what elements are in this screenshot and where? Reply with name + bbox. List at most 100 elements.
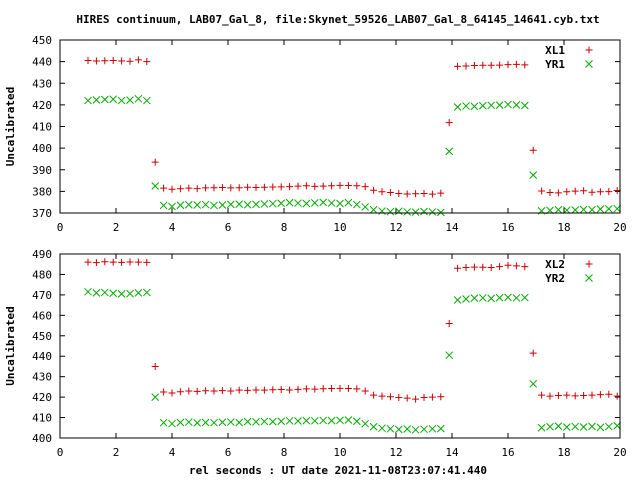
data-point xyxy=(487,263,495,271)
data-point xyxy=(512,101,521,109)
data-point xyxy=(227,184,235,192)
data-point xyxy=(218,183,226,191)
data-point xyxy=(285,198,294,207)
y-tick-label: 450 xyxy=(32,34,52,47)
data-point xyxy=(218,418,227,427)
y-axis-label: Uncalibrated xyxy=(4,306,17,385)
data-point xyxy=(588,422,596,431)
data-point xyxy=(336,199,344,208)
data-point xyxy=(563,188,571,196)
data-point xyxy=(210,184,218,192)
data-point xyxy=(395,190,403,198)
data-point xyxy=(142,96,151,105)
data-point xyxy=(193,201,202,209)
data-point xyxy=(218,387,226,395)
data-point xyxy=(184,418,193,426)
data-point xyxy=(554,391,562,399)
legend-label: YR1 xyxy=(545,58,565,71)
data-point xyxy=(580,391,588,399)
data-point xyxy=(260,386,268,394)
x-tick-label: 2 xyxy=(113,446,120,459)
x-tick-label: 0 xyxy=(57,446,64,459)
data-point xyxy=(100,288,109,297)
data-point xyxy=(571,206,580,214)
data-point xyxy=(134,94,143,103)
data-point xyxy=(487,61,495,69)
data-point xyxy=(336,416,344,425)
data-point xyxy=(437,393,445,401)
data-point xyxy=(92,259,100,267)
legend-marker xyxy=(585,46,593,54)
data-point xyxy=(605,188,613,196)
data-point xyxy=(470,62,478,70)
data-point xyxy=(235,386,243,394)
data-point xyxy=(537,423,546,432)
data-point xyxy=(151,158,159,166)
legend-label: YR2 xyxy=(545,272,565,285)
data-point xyxy=(353,182,361,190)
data-point xyxy=(361,387,369,395)
y-tick-label: 370 xyxy=(32,207,52,220)
x-tick-label: 16 xyxy=(501,221,514,234)
y-tick-label: 410 xyxy=(32,121,52,134)
x-tick-label: 18 xyxy=(557,446,570,459)
data-point xyxy=(580,187,588,195)
data-point xyxy=(336,384,344,392)
x-tick-label: 12 xyxy=(389,221,402,234)
x-tick-label: 12 xyxy=(389,446,402,459)
data-point xyxy=(596,391,604,399)
data-point xyxy=(403,208,412,216)
data-point xyxy=(201,418,210,427)
data-point xyxy=(118,57,126,65)
data-point xyxy=(226,418,235,426)
data-point xyxy=(252,183,260,191)
data-point xyxy=(277,386,285,394)
data-point xyxy=(470,263,478,271)
data-point xyxy=(319,385,327,393)
x-tick-label: 20 xyxy=(613,446,626,459)
data-point xyxy=(403,190,411,198)
data-point xyxy=(268,417,277,426)
legend-label: XL1 xyxy=(545,44,565,57)
data-point xyxy=(562,423,571,432)
y-tick-label: 490 xyxy=(32,248,52,261)
data-point xyxy=(210,201,218,210)
data-point xyxy=(412,395,420,403)
data-point xyxy=(579,423,588,431)
data-point xyxy=(411,425,420,434)
data-point xyxy=(445,147,454,156)
top-panel: Uncalibrated 0 2 4 6 8 10 12 14 16 18 20 370 380 390 40… xyxy=(4,34,627,234)
data-point xyxy=(378,424,386,433)
data-point xyxy=(109,258,117,266)
data-point xyxy=(369,422,378,431)
data-point xyxy=(420,207,428,216)
data-point xyxy=(462,102,470,110)
data-point xyxy=(252,417,260,426)
data-point xyxy=(244,386,252,394)
data-point xyxy=(604,422,613,431)
data-point xyxy=(126,57,134,65)
data-point xyxy=(176,388,184,396)
data-point xyxy=(184,200,193,209)
data-point xyxy=(109,95,118,104)
data-point xyxy=(554,205,563,214)
data-point xyxy=(319,198,328,207)
data-point xyxy=(361,203,370,211)
data-point xyxy=(428,424,437,433)
data-point xyxy=(319,416,328,425)
y-tick-label: 440 xyxy=(32,350,52,363)
data-point xyxy=(512,262,520,270)
data-point xyxy=(445,119,453,127)
data-point xyxy=(361,419,370,428)
data-point xyxy=(428,393,436,401)
data-point xyxy=(453,296,462,304)
data-point xyxy=(126,289,134,298)
data-point xyxy=(84,57,92,65)
data-point xyxy=(202,184,210,192)
data-point xyxy=(436,424,445,433)
data-point xyxy=(201,200,210,209)
y-tick-label: 420 xyxy=(32,99,52,112)
data-point xyxy=(226,200,235,209)
y-tick-label: 420 xyxy=(32,391,52,404)
data-point xyxy=(294,182,302,190)
